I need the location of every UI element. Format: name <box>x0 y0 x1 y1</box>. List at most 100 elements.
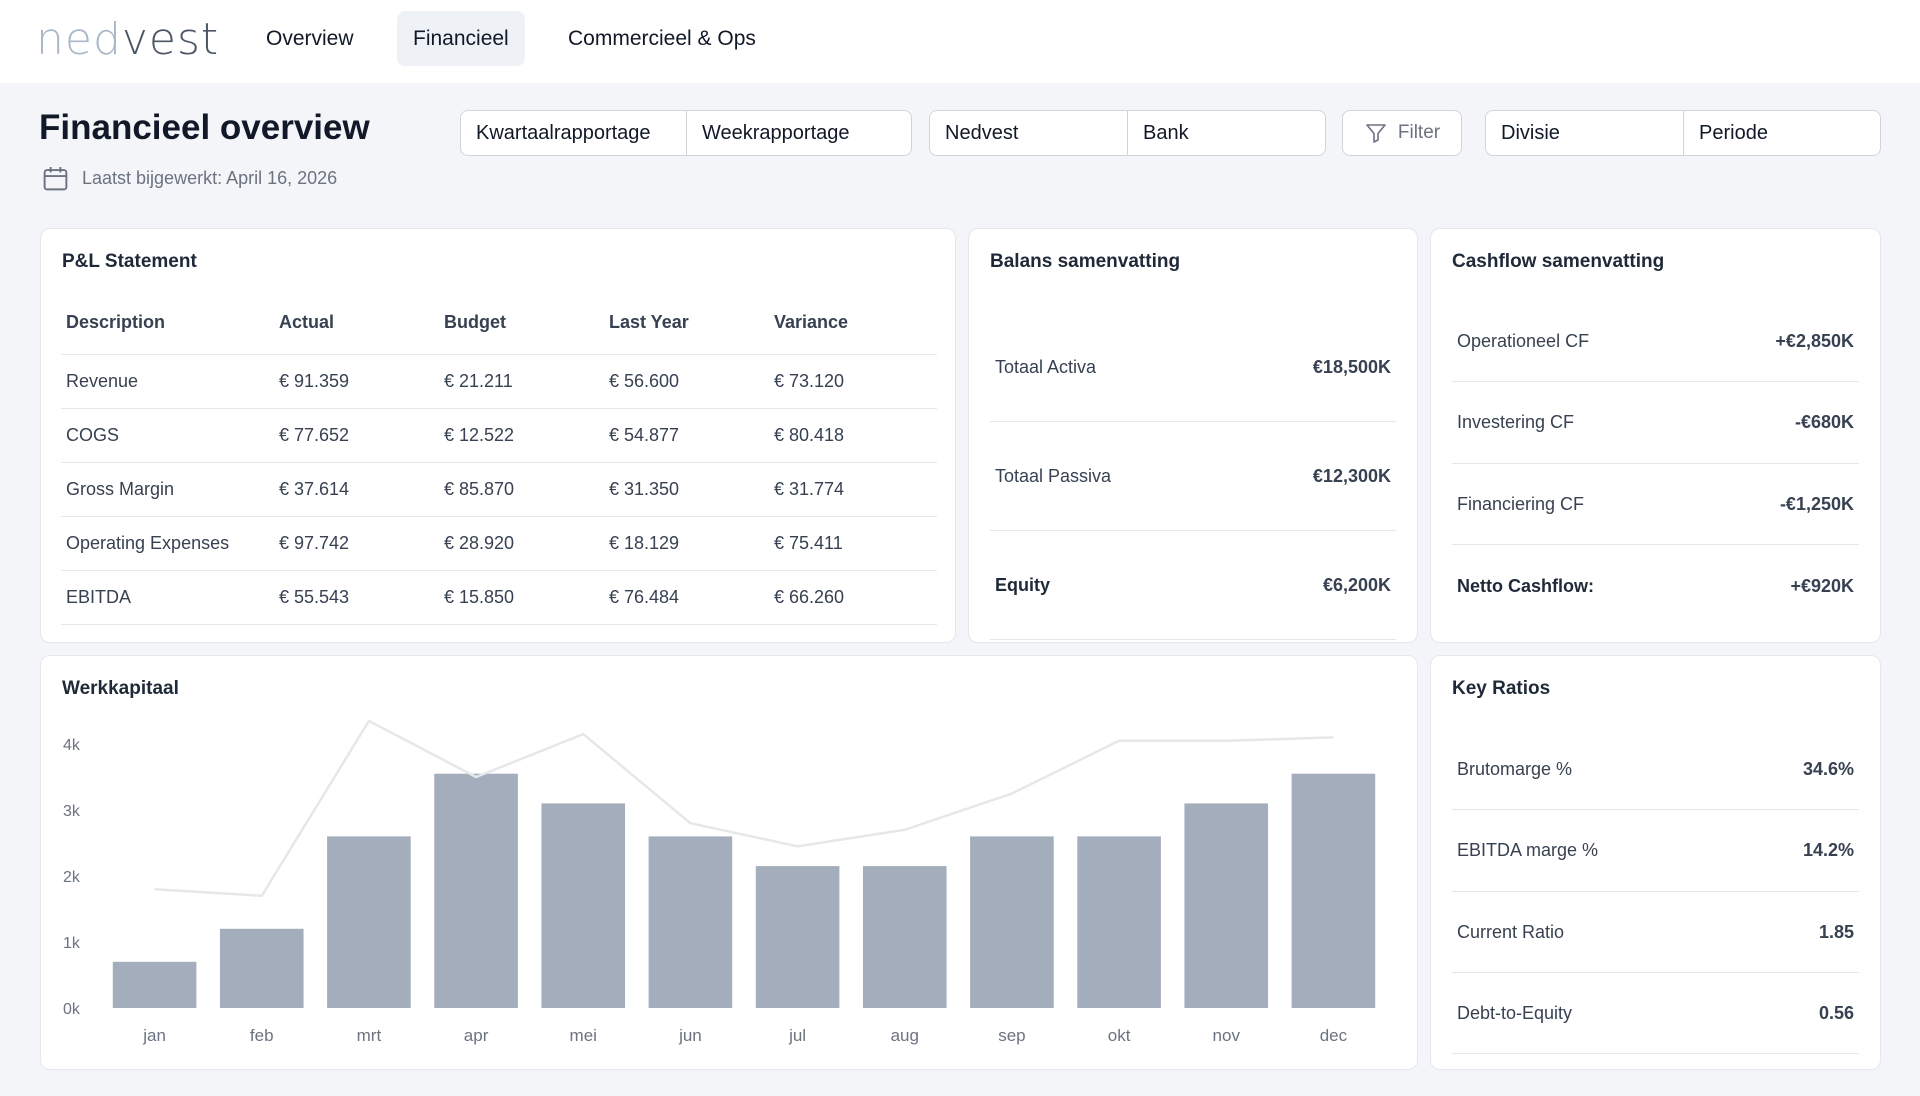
x-tick-label: jul <box>788 1026 806 1045</box>
cell: € 37.614 <box>274 462 439 517</box>
bar-sep <box>970 836 1054 1008</box>
y-tick-label: 1k <box>63 935 81 952</box>
row-value: -€680K <box>1794 412 1854 432</box>
row-value: +€920K <box>1790 575 1854 596</box>
balans-row-activa: Totaal Activa €18,500K <box>990 313 1396 422</box>
row-label: Netto Cashflow: <box>1457 575 1594 596</box>
option-nedvest[interactable]: Nedvest <box>930 111 1128 155</box>
ratio-row: Brutomarge % 34.6% <box>1452 729 1859 810</box>
bar-okt <box>1077 836 1161 1008</box>
option-periode[interactable]: Periode <box>1699 122 1768 144</box>
cell: € 15.850 <box>439 570 604 625</box>
col-last-year: Last Year <box>604 292 769 355</box>
row-label: Current Ratio <box>1457 921 1565 942</box>
option-divisie[interactable]: Divisie <box>1486 111 1684 155</box>
tab-commercieel-ops[interactable]: Commercieel & Ops <box>568 27 756 50</box>
cell: € 12.522 <box>439 408 604 463</box>
balans-row-passiva: Totaal Passiva €12,300K <box>990 422 1396 531</box>
filter-label: Filter <box>1397 122 1441 143</box>
y-tick-label: 4k <box>63 737 81 754</box>
cell: Gross Margin <box>61 462 274 517</box>
pl-title: P&L Statement <box>62 251 197 272</box>
cell: EBITDA <box>61 570 274 625</box>
cell: COGS <box>61 408 274 463</box>
calendar-icon <box>43 167 68 191</box>
x-tick-label: jun <box>678 1026 702 1045</box>
row-value: €12,300K <box>1312 465 1391 486</box>
report-type-toggle: Kwartaalrapportage Weekrapportage <box>460 110 912 156</box>
cashflow-row-netto: Netto Cashflow: +€920K <box>1452 545 1859 627</box>
cell: € 85.870 <box>439 462 604 517</box>
row-value: -€1,250K <box>1779 493 1854 514</box>
balans-card: Balans samenvatting Totaal Activa €18,50… <box>968 228 1418 643</box>
ratio-row: Debt-to-Equity 0.56 <box>1452 973 1859 1054</box>
row-value: €6,200K <box>1322 574 1391 595</box>
cell: € 76.484 <box>604 570 769 625</box>
cashflow-row: Financiering CF -€1,250K <box>1452 464 1859 545</box>
x-tick-label: nov <box>1213 1026 1241 1045</box>
cashflow-row: Operationeel CF +€2,850K <box>1452 301 1859 382</box>
filter-icon <box>1366 124 1386 143</box>
last-updated: Laatst bijgewerkt: April 16, 2026 <box>41 164 337 193</box>
option-weekrapportage[interactable]: Weekrapportage <box>702 122 850 144</box>
trend-line <box>154 719 1334 898</box>
row-value: 34.6% <box>1802 758 1854 779</box>
logo[interactable]: nedvest <box>36 14 220 65</box>
balans-title: Balans samenvatting <box>990 251 1181 272</box>
cell: € 18.129 <box>604 516 769 571</box>
row-label: Equity <box>995 574 1051 595</box>
cell: € 28.920 <box>439 516 604 571</box>
x-tick-label: dec <box>1320 1026 1348 1045</box>
cell: € 55.543 <box>274 570 439 625</box>
row-label: Debt-to-Equity <box>1457 1002 1573 1023</box>
bar-dec <box>1291 773 1376 1008</box>
cashflow-title: Cashflow samenvatting <box>1452 251 1665 272</box>
bar-jul <box>755 866 840 1008</box>
bar-jan <box>112 961 197 1008</box>
ratio-row: Current Ratio 1.85 <box>1452 892 1859 973</box>
col-actual: Actual <box>274 292 439 355</box>
ratio-row: EBITDA marge % 14.2% <box>1452 810 1859 892</box>
row-value: 14.2% <box>1802 840 1854 860</box>
filter-button[interactable]: Filter <box>1342 110 1462 156</box>
row-value: €18,500K <box>1312 356 1391 377</box>
tab-overview[interactable]: Overview <box>266 27 354 50</box>
cashflow-row: Investering CF -€680K <box>1452 382 1859 464</box>
x-tick-label: mei <box>570 1026 597 1045</box>
bar-mrt <box>327 836 411 1008</box>
row-label: EBITDA marge % <box>1457 840 1599 860</box>
table-row: EBITDA € 55.543 € 15.850 € 76.484 € 66.2… <box>61 570 937 625</box>
table-row: Gross Margin € 37.614 € 85.870 € 31.350 … <box>61 462 937 517</box>
row-value: +€2,850K <box>1775 330 1854 351</box>
bar-nov <box>1184 803 1269 1008</box>
col-budget: Budget <box>439 292 604 355</box>
x-tick-label: apr <box>464 1026 489 1045</box>
bar-mei <box>541 803 626 1008</box>
row-label: Brutomarge % <box>1457 758 1573 779</box>
x-tick-label: sep <box>998 1026 1025 1045</box>
page-title: Financieel overview <box>39 108 370 147</box>
table-row: COGS € 77.652 € 12.522 € 54.877 € 80.418 <box>61 408 937 463</box>
tab-financieel[interactable]: Financieel <box>397 11 525 66</box>
option-kwartaalrapportage[interactable]: Kwartaalrapportage <box>461 111 687 155</box>
bar-apr <box>434 773 518 1008</box>
bar-feb <box>219 928 304 1008</box>
top-nav: nedvest Overview Financieel Commercieel … <box>0 0 1920 83</box>
pl-header-row: Description Actual Budget Last Year Vari… <box>61 292 937 355</box>
bar-aug <box>862 866 947 1008</box>
option-bank[interactable]: Bank <box>1143 122 1189 144</box>
werkkapitaal-card: Werkkapitaal 0k 1k 2k 3k 4k jan feb mrt apr mei ju… <box>40 655 1418 1070</box>
table-row: Operating Expenses € 97.742 € 28.920 € 1… <box>61 516 937 571</box>
cell: € 31.774 <box>769 462 937 517</box>
cell: € 31.350 <box>604 462 769 517</box>
row-label: Totaal Passiva <box>995 465 1112 486</box>
row-label: Totaal Activa <box>995 356 1097 377</box>
col-variance: Variance <box>769 292 937 355</box>
werkkapitaal-chart: 0k 1k 2k 3k 4k jan feb mrt apr mei jun jul aug sep okt… <box>63 719 1376 1045</box>
cell: € 77.652 <box>274 408 439 463</box>
cell: Operating Expenses <box>61 516 274 571</box>
x-tick-label: mrt <box>357 1026 382 1045</box>
pl-table: Description Actual Budget Last Year Vari… <box>61 292 937 625</box>
last-updated-text: Laatst bijgewerkt: April 16, 2026 <box>82 168 338 188</box>
cell: € 21.211 <box>439 354 604 409</box>
